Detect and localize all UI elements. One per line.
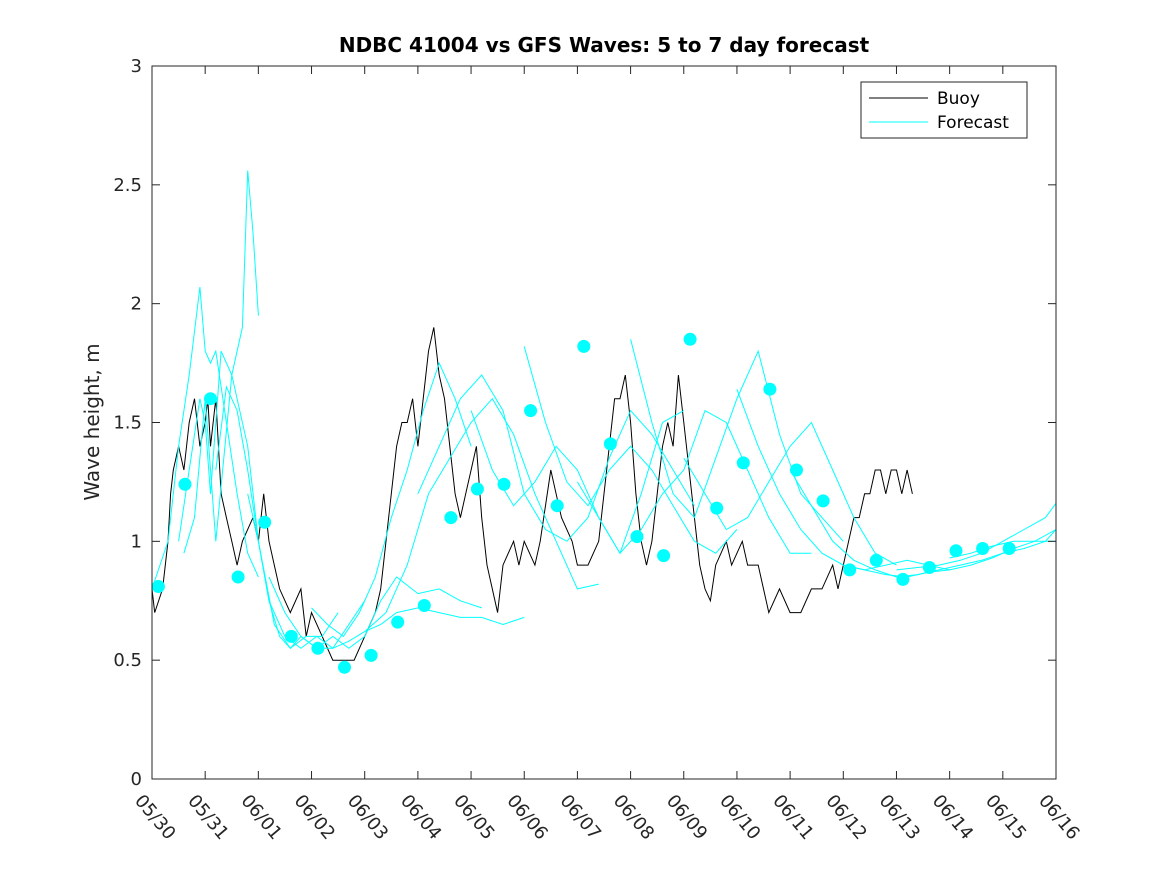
x-tick-label-10: 06/09 [662,791,711,844]
y-tick-label-3: 1.5 [113,413,142,434]
forecast-point-13 [497,477,511,491]
x-tick-label-6: 06/05 [449,791,498,844]
forecast-point-28 [896,572,910,586]
forecast-point-22 [736,456,750,470]
forecast-line-12 [630,339,844,542]
forecast-point-8 [364,648,378,662]
forecast-line-13 [683,421,897,566]
forecast-point-4 [258,515,272,529]
forecast-point-11 [444,511,458,525]
forecast-line-18 [949,540,1056,559]
forecast-point-16 [577,339,591,353]
forecast-point-10 [417,599,431,612]
forecast-point-7 [338,660,351,674]
forecast-point-20 [683,332,697,346]
plot-area [152,66,1056,779]
forecast-line-5 [268,576,525,649]
forecast-point-12 [470,482,484,496]
forecast-line-7 [364,397,599,632]
y-tick-label-2: 1 [131,531,142,552]
y-tick-label-0: 0 [131,769,142,790]
x-tick-label-2: 06/01 [237,791,286,844]
forecast-point-9 [391,615,405,629]
forecast-point-25 [816,494,830,508]
x-tick-label-1: 05/31 [183,791,232,844]
forecast-point-21 [710,501,724,515]
forecast-point-24 [790,463,803,477]
forecast-line-6 [311,361,472,638]
forecast-point-31 [976,542,990,555]
y-tick-label-5: 2.5 [113,175,142,196]
x-tick-label-0: 05/30 [130,791,179,844]
x-tick-label-13: 06/12 [821,791,870,844]
y-tick-label-6: 3 [131,56,142,77]
forecast-line-2 [183,374,339,650]
forecast-point-14 [524,404,538,418]
forecast-point-15 [550,499,564,513]
x-tick-label-14: 06/13 [875,791,924,844]
x-tick-label-16: 06/15 [981,791,1030,844]
forecast-point-1 [178,477,192,491]
y-tick-label-4: 2 [131,294,142,315]
legend: Buoy Forecast [860,81,1028,139]
forecast-line-10 [523,346,738,554]
forecast-line-3 [215,385,366,650]
x-tick-label-3: 06/02 [290,791,339,844]
forecast-line-8 [417,374,695,542]
x-tick-label-7: 06/06 [502,791,551,844]
legend-box [860,81,1028,139]
y-axis-label: Wave height, m [80,343,104,500]
x-tick-label-8: 06/07 [556,791,605,844]
forecast-line-9 [470,410,685,555]
forecast-point-29 [922,561,936,574]
forecast-point-27 [869,553,883,567]
x-tick-label-15: 06/14 [928,791,977,844]
legend-forecast-label: Forecast [937,113,1009,133]
y-tick-label-1: 0.5 [113,650,142,671]
forecast-point-3 [231,570,245,584]
forecast-point-18 [630,530,644,544]
x-tick-label-4: 06/03 [343,791,392,844]
x-tick-label-17: 06/16 [1034,791,1083,844]
forecast-line-0 [151,286,259,590]
forecast-point-17 [603,437,617,451]
forecast-line-1 [178,170,259,542]
forecast-point-23 [763,382,777,396]
forecast-point-30 [949,544,963,558]
legend-buoy-label: Buoy [937,89,980,109]
forecast-point-19 [657,549,671,563]
forecast-point-6 [311,641,325,655]
forecast-line-16 [843,529,1057,578]
x-tick-label-9: 06/08 [609,791,658,844]
forecast-line-4 [247,493,482,650]
forecast-point-0 [151,580,165,593]
x-tick-label-12: 06/11 [768,791,817,844]
chart-title: NDBC 41004 vs GFS Waves: 5 to 7 day fore… [339,33,870,57]
forecast-point-2 [204,392,217,406]
x-tick-label-11: 06/10 [715,791,764,844]
forecast-point-26 [843,563,857,577]
forecast-line-11 [576,409,812,555]
x-tick-label-5: 06/04 [396,791,445,844]
forecast-point-5 [284,629,298,643]
forecast-point-32 [1002,542,1016,555]
forecast-points [151,332,1016,674]
